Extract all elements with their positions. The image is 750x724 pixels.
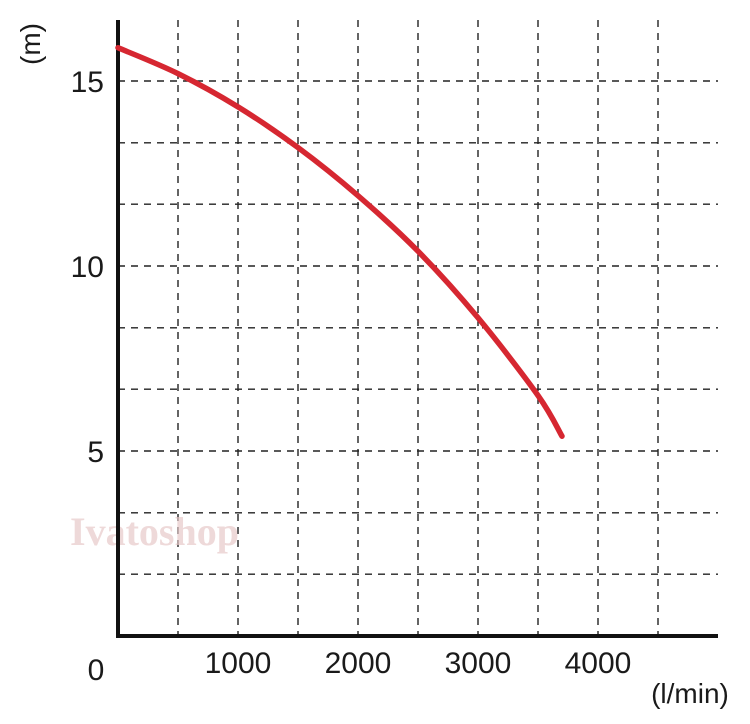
x-tick-label-3: 4000 [565, 647, 632, 680]
grid-lines [118, 20, 718, 636]
series-line-0 [115, 44, 565, 439]
watermark: Ivatoshop [70, 509, 239, 554]
y-tick-label-2: 15 [71, 66, 104, 99]
y-tick-label-1: 10 [71, 251, 104, 284]
x-tick-label-0: 1000 [205, 647, 272, 680]
series-layer [115, 44, 565, 439]
origin-label: 0 [88, 654, 105, 687]
y-axis-label: (m) [15, 23, 46, 65]
y-tick-label-0: 5 [87, 436, 104, 469]
x-axis-label: (l/min) [651, 678, 729, 709]
x-tick-label-1: 2000 [325, 647, 392, 680]
tick-labels: 1000 2000 3000 4000 5 10 15 [71, 66, 632, 680]
x-tick-label-2: 3000 [445, 647, 512, 680]
